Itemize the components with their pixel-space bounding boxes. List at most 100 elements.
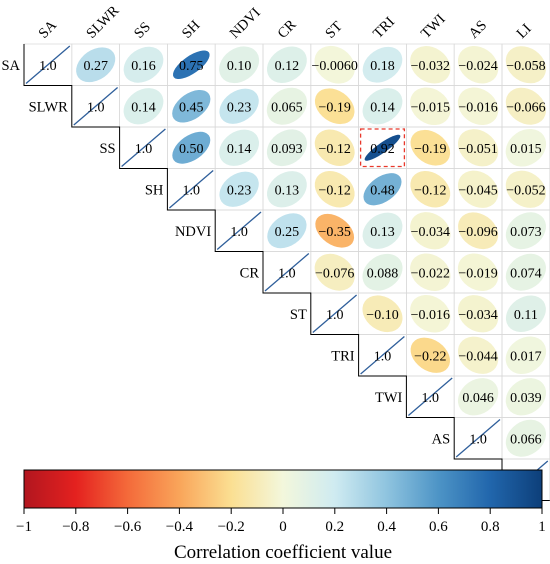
cell-value: −0.12 [318, 183, 350, 198]
cell-slwr-twi: −0.015 [410, 87, 451, 126]
cell-sa-li: −0.058 [505, 46, 547, 84]
colorbar-tick-label: −0.4 [166, 519, 194, 535]
cell-value: −0.19 [414, 142, 446, 157]
colorbar-tick-label: −0.8 [62, 519, 89, 535]
cell-slwr-tri: 0.14 [362, 88, 403, 125]
column-label-cr: CR [275, 17, 300, 42]
cell-cr-cr: 1.0 [264, 253, 310, 292]
cell-value: 0.066 [510, 432, 542, 447]
cell-cr-twi: −0.022 [410, 253, 451, 292]
colorbar-tick-label: 0 [279, 519, 287, 535]
cell-value: 0.45 [179, 100, 204, 115]
row-label-sa: SA [1, 58, 20, 74]
correlation-ellipse [172, 89, 211, 123]
cell-ss-as: −0.051 [457, 129, 499, 167]
cell-as-as: 1.0 [455, 419, 501, 458]
cell-value: 1.0 [183, 183, 201, 198]
correlation-ellipse [458, 212, 499, 250]
cell-sa-tri: 0.18 [362, 46, 403, 83]
cell-ndvi-ndvi: 1.0 [216, 211, 262, 250]
correlation-ellipse [457, 46, 499, 84]
cell-tri-twi: −0.22 [410, 337, 451, 373]
row-label-tri: TRI [331, 348, 355, 364]
cell-value: 0.065 [271, 100, 303, 115]
cell-twi-li: 0.039 [505, 378, 547, 416]
cell-value: 1.0 [326, 308, 344, 323]
cell-value: 0.23 [227, 183, 252, 198]
correlation-ellipse [505, 128, 547, 167]
cell-value: −0.019 [458, 266, 497, 281]
correlation-ellipse [315, 213, 355, 248]
cell-value: 0.25 [275, 225, 300, 240]
cell-cr-tri: 0.088 [362, 253, 403, 291]
cell-value: 0.23 [227, 100, 252, 115]
cell-value: 0.093 [271, 142, 303, 157]
cell-cr-li: 0.074 [505, 253, 546, 291]
diagonal-line [25, 45, 71, 84]
colorbar-tick-label: 0.6 [429, 519, 448, 535]
cell-value: −0.051 [458, 142, 497, 157]
cell-sa-cr: 0.12 [266, 46, 307, 83]
correlation-ellipse [219, 88, 259, 124]
correlation-ellipse [364, 134, 401, 161]
cell-sa-st: −0.0060 [311, 45, 358, 84]
correlation-ellipse [410, 129, 451, 166]
cell-value: 0.14 [370, 100, 395, 115]
cell-value: 1.0 [278, 266, 296, 281]
row-label-slwr: SLWR [29, 99, 69, 115]
row-label-ndvi: NDVI [175, 224, 211, 240]
highlight-box [359, 128, 406, 168]
cell-st-as: −0.034 [457, 295, 499, 333]
correlation-ellipse [362, 88, 403, 125]
matrix-layer: SA SLWR SS SH NDVI CR ST TRI TWI AS LI SA SLWR SS SH ND… [1, 3, 550, 501]
correlation-ellipse [363, 173, 402, 206]
cell-value: 1.0 [87, 100, 105, 115]
cell-value: 1.0 [374, 349, 392, 364]
cell-sa-sh: 0.75 [172, 50, 210, 80]
cell-value: 0.75 [179, 59, 204, 74]
correlation-ellipse [123, 46, 164, 83]
cell-ss-ndvi: 0.14 [219, 129, 260, 166]
cell-ndvi-as: −0.096 [458, 212, 499, 250]
column-label-tri: TRI [370, 14, 398, 42]
cell-sa-sa: 1.0 [25, 45, 71, 84]
cell-value: 0.046 [462, 391, 494, 406]
correlation-ellipse [457, 253, 499, 292]
cell-slwr-ndvi: 0.23 [219, 88, 259, 124]
cell-value: −0.12 [318, 142, 350, 157]
cell-value: 0.92 [370, 142, 395, 157]
cell-ss-st: −0.12 [314, 129, 355, 166]
cell-sh-ndvi: 0.23 [219, 171, 259, 207]
diagonal-line [360, 336, 405, 375]
cell-sh-twi: −0.12 [410, 171, 451, 208]
cell-sa-ss: 0.16 [123, 46, 164, 83]
cell-value: 0.073 [510, 225, 542, 240]
column-label-li: LI [514, 21, 535, 42]
diagonal-line [73, 87, 119, 126]
column-label-sh: SH [179, 17, 204, 42]
cell-value: −0.015 [411, 100, 450, 115]
column-label-sa: SA [36, 17, 61, 42]
cell-value: 0.12 [275, 59, 300, 74]
cell-value: 0.16 [131, 59, 156, 74]
cell-sa-ndvi: 0.10 [219, 46, 260, 84]
cell-slwr-slwr: 1.0 [73, 87, 119, 126]
cell-ss-sh: 0.50 [172, 131, 211, 164]
correlation-ellipse [457, 170, 499, 208]
colorbar: −1 −0.8 −0.6 −0.4 −0.2 0 0.2 0.4 0.6 0.8 1 Correla… [16, 469, 546, 563]
cell-value: 1.0 [469, 432, 487, 447]
colorbar-title: Correlation coefficient value [174, 542, 392, 563]
cell-ndvi-cr: 0.25 [267, 213, 307, 249]
cell-sa-slwr: 0.27 [76, 47, 116, 83]
cell-twi-twi: 1.0 [407, 377, 453, 416]
cell-ndvi-li: 0.073 [505, 212, 546, 250]
cell-sh-as: −0.045 [457, 170, 499, 208]
column-label-twi: TWI [418, 11, 449, 42]
correlation-ellipse [505, 212, 546, 250]
cell-ndvi-twi: −0.034 [410, 212, 451, 250]
cell-ndvi-st: −0.35 [315, 213, 355, 248]
cell-st-twi: −0.016 [410, 294, 451, 333]
correlation-ellipse [362, 295, 403, 333]
row-label-twi: TWI [375, 390, 403, 406]
cell-value: −0.052 [506, 183, 545, 198]
